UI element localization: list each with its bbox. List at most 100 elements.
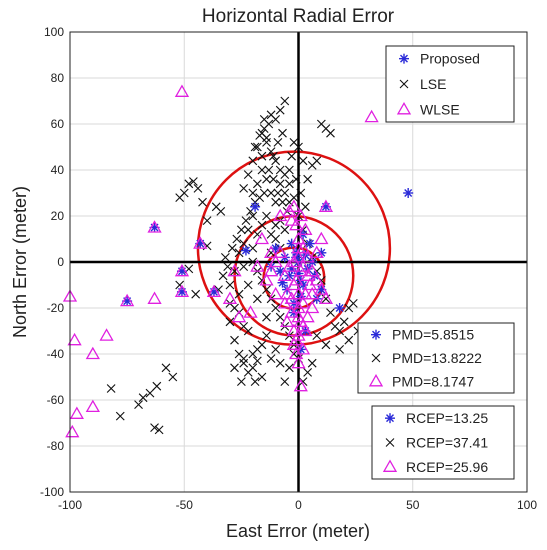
lse-point	[266, 354, 276, 363]
lse-point	[312, 331, 322, 340]
lse-point	[252, 356, 262, 366]
wlse-point	[65, 424, 80, 438]
lse-point	[271, 345, 281, 354]
legend-top-right: Proposed LSE WLSE	[385, 45, 515, 123]
lse-point	[262, 285, 271, 294]
wlse-point	[174, 284, 190, 298]
lse-point	[239, 262, 249, 271]
wlse-point	[99, 328, 114, 341]
lse-point	[152, 381, 162, 391]
wlse-point	[318, 199, 334, 212]
wlse-point	[259, 273, 274, 286]
wlse-point	[291, 309, 306, 323]
lse-point	[335, 326, 345, 336]
lse-point	[262, 174, 271, 184]
legend-marker-proposed	[399, 53, 409, 64]
lse-point	[232, 234, 242, 244]
lse-point	[250, 142, 260, 152]
lse-point	[241, 216, 251, 225]
legend-marker-wlse	[396, 102, 412, 115]
lse-point	[271, 197, 281, 207]
legend-box	[371, 405, 515, 480]
wlse-point	[300, 268, 315, 281]
x-tick-label: -50	[176, 498, 194, 512]
lse-point	[321, 294, 331, 304]
lse-point	[115, 411, 125, 421]
legend-marker-proposed	[385, 413, 395, 424]
wlse-point	[298, 323, 313, 337]
lse-point	[252, 142, 262, 152]
lse-point	[291, 174, 301, 184]
wlse-point	[293, 378, 308, 392]
lse-point	[138, 393, 148, 403]
lse-point	[223, 262, 233, 271]
y-tick-label: 0	[57, 255, 64, 269]
lse-point	[344, 335, 354, 345]
legend-entry-label: Proposed	[420, 51, 480, 67]
y-tick-label: -100	[40, 485, 64, 499]
legend-marker-wlse	[382, 459, 398, 472]
lse-point	[273, 138, 283, 147]
y-tick-label: 60	[51, 117, 65, 131]
lse-point	[150, 423, 159, 432]
lse-point	[257, 220, 267, 230]
lse-point	[348, 299, 358, 308]
wlse-point	[193, 236, 208, 249]
plot-frame	[69, 31, 528, 493]
wlse-point	[293, 208, 308, 222]
lse-point	[262, 133, 271, 143]
series-wlse	[62, 84, 379, 438]
lse-point	[326, 128, 335, 138]
wlse-point	[284, 291, 299, 304]
wlse-point	[291, 355, 306, 369]
wlse-point	[289, 332, 304, 346]
lse-point	[255, 131, 265, 140]
lse-point	[307, 358, 317, 368]
lse-point	[266, 147, 276, 156]
x-axis-label: East Error (meter)	[226, 521, 370, 541]
lse-point	[250, 377, 260, 386]
lse-point	[230, 335, 239, 345]
lse-point	[335, 345, 345, 354]
wlse-point	[268, 254, 283, 268]
lse-point	[300, 202, 310, 212]
tick-labels: -100 -50 0 50 100 -100 -80 -60 -40 -20 0 20 40 60 80 10…	[40, 25, 537, 512]
y-tick-label: 20	[51, 209, 65, 223]
y-tick-label: 80	[51, 71, 65, 85]
proposed-point	[304, 238, 315, 249]
lse-point	[294, 142, 303, 152]
lse-point	[275, 179, 285, 189]
legend-entry-label: PMD=13.8222	[392, 350, 482, 366]
wlse-point	[206, 284, 222, 298]
lse-point	[271, 220, 281, 230]
proposed-point	[240, 245, 251, 256]
lse-point	[236, 225, 246, 235]
legend-entry-label: PMD=5.8515	[392, 327, 474, 343]
wlse-point	[289, 217, 304, 231]
wlse-point	[147, 291, 162, 304]
wlse-point	[295, 342, 311, 355]
lse-point	[243, 280, 253, 290]
legend-entry-label: WLSE	[420, 101, 460, 117]
wlse-point	[250, 259, 265, 272]
wlse-point	[314, 231, 329, 245]
lse-point	[266, 188, 276, 198]
lse-point	[218, 271, 228, 281]
lse-point	[248, 188, 258, 198]
lse-point	[303, 174, 313, 184]
lse-point	[259, 115, 269, 124]
legend-entry-label: RCEP=37.41	[406, 435, 488, 451]
wlse-point	[291, 240, 306, 254]
lse-point	[266, 230, 276, 239]
proposed-point	[250, 201, 261, 212]
wlse-point	[231, 309, 247, 323]
lse-point	[326, 308, 335, 317]
lse-point	[275, 105, 285, 115]
wlse-point	[268, 286, 283, 300]
wlse-point	[286, 199, 302, 212]
wlse-point	[286, 323, 302, 337]
lse-point	[271, 303, 281, 313]
legend-box	[357, 322, 515, 394]
lse-point	[280, 225, 290, 235]
